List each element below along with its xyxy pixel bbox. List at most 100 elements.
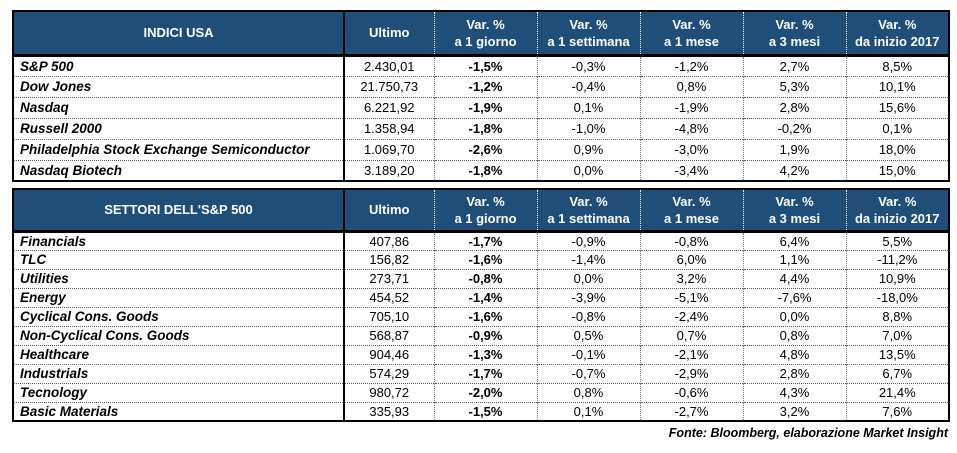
value-ultimo: 156,82: [343, 249, 434, 269]
value-d1: -1,9%: [433, 96, 537, 118]
column-header-var: Var. % da inizio 2017: [845, 189, 949, 233]
row-name: Cyclical Cons. Goods: [13, 306, 344, 326]
value-ultimo: 3.189,20: [343, 159, 434, 181]
value-m1: 0,8%: [639, 75, 743, 97]
column-header-ultimo: Ultimo: [343, 11, 434, 57]
column-header-line1: Var. %: [466, 16, 505, 32]
value-d1: -1,7%: [433, 231, 537, 250]
value-ultimo: 574,29: [343, 363, 434, 383]
value-d1: -1,4%: [433, 287, 537, 307]
value-ultimo: 1.069,70: [343, 138, 434, 160]
value-ytd: 8,5%: [845, 55, 949, 76]
table-row: Healthcare 904,46 -1,3% -0,1% -2,1% 4,8% 13,5%: [13, 344, 949, 364]
row-name: Russell 2000: [13, 117, 344, 139]
value-m3: -7,6%: [742, 287, 846, 307]
column-header-var: Var. % a 3 mesi: [742, 189, 846, 233]
value-ultimo: 6.221,92: [343, 96, 434, 118]
value-ytd: 0,1%: [845, 117, 949, 139]
row-name: S&P 500: [13, 55, 344, 76]
table-row: Nasdaq 6.221,92 -1,9% 0,1% -1,9% 2,8% 15,6%: [13, 96, 949, 118]
value-ultimo: 407,86: [343, 231, 434, 250]
value-ytd: 10,9%: [845, 268, 949, 288]
value-w1: 0,0%: [536, 159, 640, 181]
table-settori-sp500: SETTORI DELL'S&P 500 Ultimo Var. % a 1 gior…: [12, 188, 950, 422]
value-d1: -1,8%: [433, 117, 537, 139]
table-row: Cyclical Cons. Goods 705,10 -1,6% -0,8% -2,4…: [13, 306, 949, 326]
value-m1: -0,6%: [639, 382, 743, 402]
table-row: Nasdaq Biotech 3.189,20 -1,8% 0,0% -3,4% 4,2%…: [13, 159, 949, 181]
value-w1: -0,1%: [536, 344, 640, 364]
table-settori-sp500-header: SETTORI DELL'S&P 500 Ultimo Var. % a 1 gior…: [13, 189, 949, 233]
column-header-line2: a 3 mesi: [768, 210, 821, 226]
column-header-var: Var. % a 1 mese: [639, 11, 743, 57]
value-m1: -2,1%: [639, 344, 743, 364]
value-ytd: 18,0%: [845, 138, 949, 160]
table-row: Basic Materials 335,93 -1,5% 0,1% -2,7% 3,2% 7…: [13, 401, 949, 421]
value-d1: -1,7%: [433, 363, 537, 383]
value-m3: 4,4%: [742, 268, 846, 288]
value-m3: 0,8%: [742, 325, 846, 345]
table-settori-sp500-body: Financials 407,86 -1,7% -0,9% -0,8% 6,4% 5,5% T…: [13, 231, 949, 421]
value-m3: 4,3%: [742, 382, 846, 402]
value-ytd: 7,0%: [845, 325, 949, 345]
value-d1: -0,8%: [433, 268, 537, 288]
value-ytd: 5,5%: [845, 231, 949, 250]
table-row: Philadelphia Stock Exchange Semiconducto…: [13, 138, 949, 160]
value-ytd: 13,5%: [845, 344, 949, 364]
value-m1: 6,0%: [639, 249, 743, 269]
source-note: Fonte: Bloomberg, elaborazione Market In…: [668, 426, 948, 440]
value-m3: 5,3%: [742, 75, 846, 97]
value-w1: -0,3%: [536, 55, 640, 76]
value-ultimo: 1.358,94: [343, 117, 434, 139]
value-w1: -1,0%: [536, 117, 640, 139]
value-m1: -2,7%: [639, 401, 743, 421]
column-header-line1: Var. %: [878, 193, 917, 209]
row-name: Nasdaq: [13, 96, 344, 118]
value-d1: -1,8%: [433, 159, 537, 181]
row-name: Healthcare: [13, 344, 344, 364]
value-w1: -1,4%: [536, 249, 640, 269]
value-m1: -3,4%: [639, 159, 743, 181]
table-row: S&P 500 2.430,01 -1,5% -0,3% -1,2% 2,7% 8,5%: [13, 55, 949, 76]
value-ytd: 8,8%: [845, 306, 949, 326]
value-m3: 4,8%: [742, 344, 846, 364]
value-ultimo: 2.430,01: [343, 55, 434, 76]
row-name: Financials: [13, 231, 344, 250]
value-d1: -1,5%: [433, 401, 537, 421]
value-m1: -5,1%: [639, 287, 743, 307]
column-header-var: Var. % a 1 settimana: [536, 189, 640, 233]
table-indici-usa: INDICI USA Ultimo Var. % a 1 giorno Var. % a …: [12, 10, 950, 182]
column-header-line2: a 1 mese: [664, 33, 719, 49]
value-d1: -2,0%: [433, 382, 537, 402]
value-m1: 0,7%: [639, 325, 743, 345]
table-row: Financials 407,86 -1,7% -0,9% -0,8% 6,4% 5,5%: [13, 231, 949, 250]
value-m3: 1,1%: [742, 249, 846, 269]
value-w1: -0,4%: [536, 75, 640, 97]
value-m1: -1,2%: [639, 55, 743, 76]
value-m3: 2,8%: [742, 363, 846, 383]
value-ultimo: 273,71: [343, 268, 434, 288]
column-header-line1: Var. %: [775, 16, 814, 32]
table-row: Utilities 273,71 -0,8% 0,0% 3,2% 4,4% 10,9%: [13, 268, 949, 288]
value-m3: 4,2%: [742, 159, 846, 181]
table-row: Tecnology 980,72 -2,0% 0,8% -0,6% 4,3% 21,4%: [13, 382, 949, 402]
value-w1: 0,0%: [536, 268, 640, 288]
header-row: INDICI USA Ultimo Var. % a 1 giorno Var. % a …: [13, 11, 949, 57]
header-row: SETTORI DELL'S&P 500 Ultimo Var. % a 1 gior…: [13, 189, 949, 233]
value-m1: -2,9%: [639, 363, 743, 383]
value-m3: 6,4%: [742, 231, 846, 250]
value-ytd: 6,7%: [845, 363, 949, 383]
column-header-line1: Ultimo: [369, 202, 410, 218]
value-ultimo: 568,87: [343, 325, 434, 345]
value-w1: -0,8%: [536, 306, 640, 326]
value-m3: 0,0%: [742, 306, 846, 326]
value-ytd: -11,2%: [845, 249, 949, 269]
value-m1: -4,8%: [639, 117, 743, 139]
column-header-line1: Var. %: [672, 16, 711, 32]
table-row: TLC 156,82 -1,6% -1,4% 6,0% 1,1% -11,2%: [13, 249, 949, 269]
value-m1: -2,4%: [639, 306, 743, 326]
table-row: Industrials 574,29 -1,7% -0,7% -2,9% 2,8% 6,7%: [13, 363, 949, 383]
value-d1: -1,3%: [433, 344, 537, 364]
row-name: Philadelphia Stock Exchange Semiconducto…: [13, 138, 344, 160]
row-name: Nasdaq Biotech: [13, 159, 344, 181]
